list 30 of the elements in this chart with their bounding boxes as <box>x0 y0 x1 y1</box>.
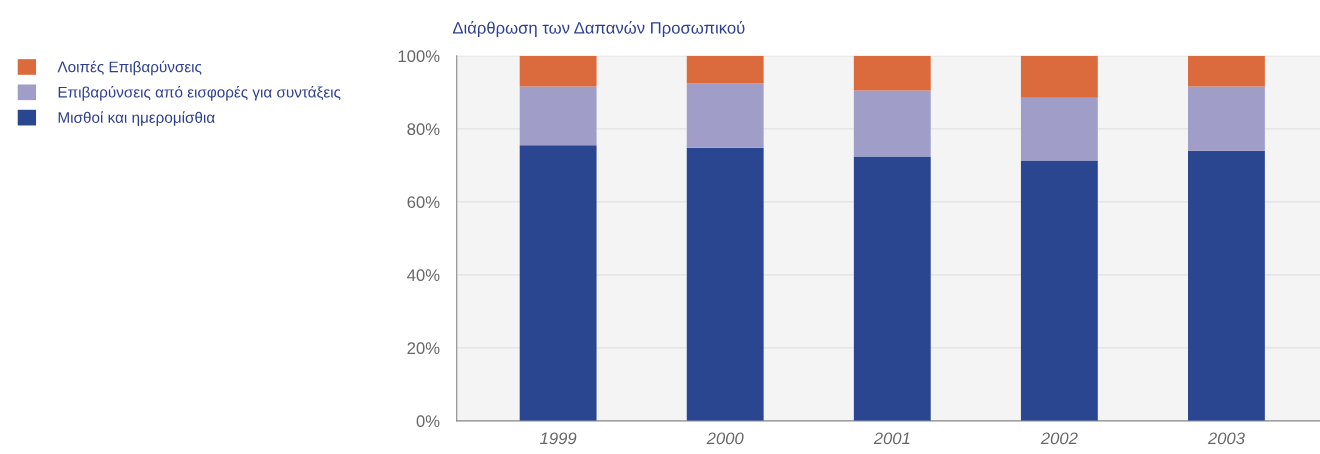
bar <box>686 147 764 421</box>
y-tick-label: 60% <box>407 196 440 209</box>
bar <box>1188 150 1265 421</box>
bar <box>1188 86 1265 151</box>
x-tick-label: 1999 <box>540 432 577 445</box>
bar <box>853 55 931 91</box>
bar <box>686 55 764 84</box>
bar <box>1188 55 1265 87</box>
legend-label: Επιβαρύνσεις από εισφορές για συντάξεις <box>58 85 341 101</box>
y-tick-label: 80% <box>407 123 440 136</box>
bar <box>853 90 931 157</box>
chart-title: Διάρθρωση των Δαπανών Προσωπικού <box>452 21 745 38</box>
bar <box>686 83 764 148</box>
bar <box>519 86 597 146</box>
legend-label: Λοιπές Επιβαρύνσεις <box>57 60 202 76</box>
x-tick-label: 2000 <box>706 432 744 445</box>
y-tick-label: 40% <box>407 269 440 282</box>
x-tick-label: 2002 <box>1040 432 1078 445</box>
x-tick-label: 2003 <box>1207 432 1245 445</box>
bar <box>1020 55 1098 98</box>
x-tick-label: 2001 <box>873 432 910 445</box>
bar <box>1020 97 1098 161</box>
y-tick-label: 0% <box>416 415 440 428</box>
legend-label: Μισθοί και ημερομίσθια <box>58 111 215 126</box>
bar <box>519 145 597 421</box>
y-tick-label: 100% <box>398 50 440 63</box>
bar <box>853 156 931 421</box>
bar <box>1020 160 1098 421</box>
bar <box>519 55 597 87</box>
y-tick-label: 20% <box>407 342 440 355</box>
